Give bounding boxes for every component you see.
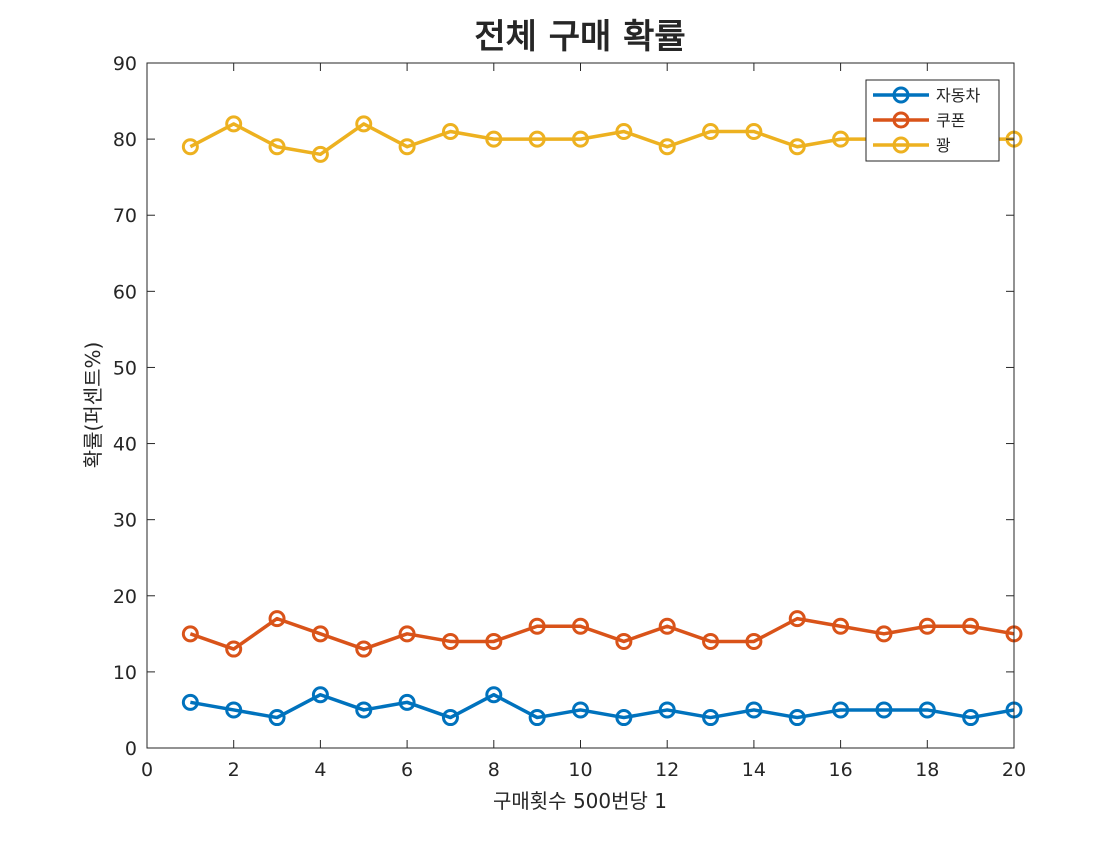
data-point (225, 701, 243, 719)
y-tick-label: 0 (125, 738, 137, 760)
data-point (702, 709, 720, 727)
data-point (441, 632, 459, 650)
y-tick-label: 30 (113, 510, 137, 532)
data-point (398, 625, 416, 643)
y-tick-label: 80 (113, 129, 137, 151)
x-tick-label: 14 (742, 759, 766, 781)
data-point (355, 115, 373, 133)
data-point (572, 701, 589, 719)
data-point (615, 632, 633, 650)
series-2 (181, 610, 1023, 658)
data-point (355, 640, 373, 658)
legend-swatch-marker (892, 136, 910, 154)
data-point (485, 130, 503, 148)
legend-swatch-marker (892, 111, 910, 129)
data-point (485, 686, 503, 704)
legend-item: 쿠폰 (873, 111, 965, 130)
data-point (441, 123, 459, 140)
data-point (918, 701, 936, 719)
legend-label: 자동차 (936, 86, 980, 105)
data-point (528, 130, 546, 148)
data-point (355, 701, 373, 719)
data-point (268, 709, 286, 727)
x-tick-label: 6 (401, 759, 413, 781)
data-point (398, 138, 416, 156)
data-point (572, 617, 589, 635)
data-point (311, 145, 329, 163)
chart-title: 전체 구매 확률 (474, 17, 685, 57)
data-point (832, 701, 850, 719)
y-tick-label: 70 (113, 205, 137, 227)
legend-swatch-marker (892, 86, 910, 104)
x-tick-label: 8 (488, 759, 500, 781)
axis-ticks: 0 2 4 6 8 10 12 14 16 18 20 0 10 20 30 40 50 60 70 80 90 (113, 53, 1026, 781)
data-point (658, 617, 676, 635)
x-axis-label: 구매횟수 500번당 1 (493, 789, 667, 813)
data-point (485, 632, 503, 650)
x-tick-label: 12 (655, 759, 679, 781)
data-point (658, 701, 676, 719)
data-point (832, 617, 850, 635)
data-point (918, 617, 936, 635)
data-point (788, 610, 806, 628)
series-1 (181, 686, 1023, 727)
data-point (702, 632, 720, 650)
data-point (311, 625, 329, 643)
data-point (528, 617, 546, 635)
data-point (875, 625, 893, 643)
x-tick-label: 16 (829, 759, 853, 781)
data-point (225, 115, 243, 133)
legend-item: 자동차 (873, 86, 980, 105)
data-point (788, 138, 806, 156)
data-point (875, 701, 893, 719)
y-tick-label: 40 (113, 434, 137, 456)
data-point (441, 709, 459, 727)
x-tick-label: 0 (141, 759, 153, 781)
y-axis-label: 확률(퍼센트%) (81, 342, 105, 469)
data-point (268, 138, 286, 156)
data-point (962, 709, 980, 727)
plot-area (147, 63, 1014, 748)
data-point (572, 130, 589, 148)
data-point (702, 123, 720, 140)
data-point (745, 701, 763, 719)
data-point (268, 610, 286, 628)
y-tick-label: 50 (113, 357, 137, 379)
x-tick-label: 18 (915, 759, 939, 781)
data-point (615, 709, 633, 727)
legend-item: 꽝 (873, 136, 951, 155)
data-point (225, 640, 243, 658)
data-point (311, 686, 329, 704)
data-point (745, 123, 763, 140)
data-point (181, 693, 199, 711)
legend-label: 꽝 (936, 136, 951, 155)
data-point (615, 123, 633, 140)
x-tick-label: 20 (1002, 759, 1026, 781)
data-point (528, 709, 546, 727)
x-tick-label: 10 (568, 759, 592, 781)
data-point (832, 130, 850, 148)
data-point (962, 617, 980, 635)
data-point (745, 632, 763, 650)
y-tick-label: 90 (113, 53, 137, 75)
y-tick-label: 20 (113, 586, 137, 608)
data-point (181, 625, 199, 643)
y-tick-label: 60 (113, 281, 137, 303)
x-tick-label: 2 (228, 759, 240, 781)
data-point (398, 693, 416, 711)
data-point (658, 138, 676, 156)
x-tick-label: 4 (314, 759, 326, 781)
data-point (181, 138, 199, 156)
legend-label: 쿠폰 (936, 111, 965, 130)
data-point (788, 709, 806, 727)
y-tick-label: 10 (113, 662, 137, 684)
